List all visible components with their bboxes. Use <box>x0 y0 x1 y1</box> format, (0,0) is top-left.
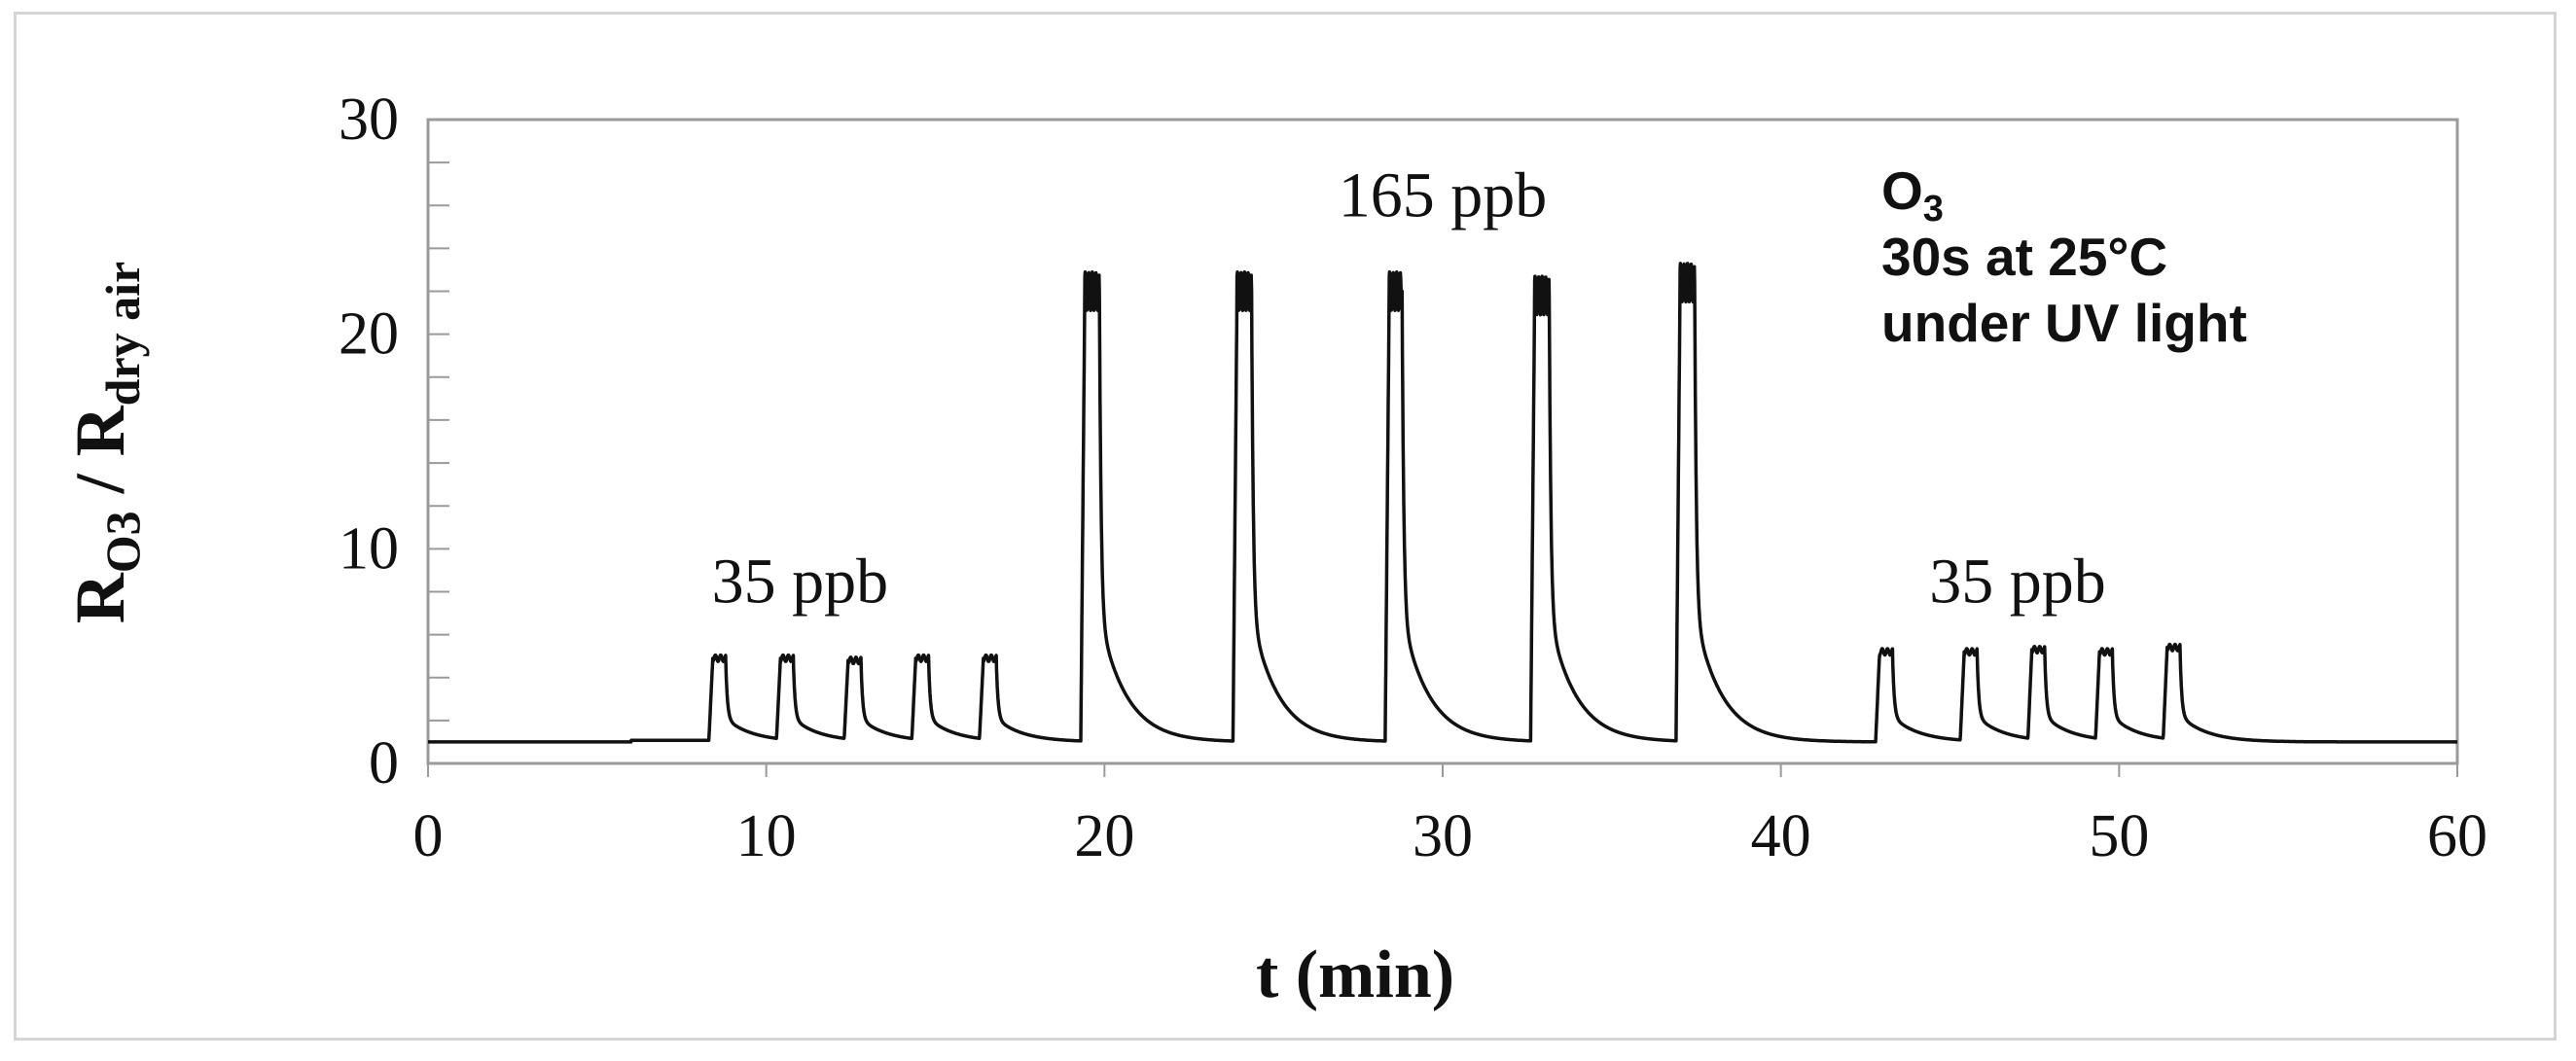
x-axis-label: t (min) <box>1256 937 1454 1012</box>
y-tick-label: 10 <box>339 515 399 582</box>
annotation-label: 165 ppb <box>1339 159 1548 230</box>
x-tick-label: 20 <box>1074 803 1134 869</box>
x-tick-label: 50 <box>2089 803 2149 869</box>
x-axis-tick-labels: 0 10 20 30 40 50 60 <box>413 763 2487 869</box>
annotation-label: 35 ppb <box>712 547 889 618</box>
concentration-annotations: 35 ppb 165 ppb 35 ppb <box>712 159 2106 617</box>
annotation-label: 35 ppb <box>1929 547 2106 618</box>
y-tick-label: 0 <box>369 730 399 796</box>
x-tick-label: 10 <box>736 803 797 869</box>
y-axis-tick-labels: 0 10 20 30 <box>339 87 399 796</box>
x-tick-label: 40 <box>1751 803 1811 869</box>
legend-gas: O3 <box>1881 160 1944 230</box>
legend-condition: 30s at 25°C <box>1881 227 2167 287</box>
y-tick-label: 20 <box>339 301 399 368</box>
y-axis-minor-ticks <box>428 119 449 764</box>
x-tick-label: 30 <box>1413 803 1473 869</box>
x-tick-label: 60 <box>2427 803 2487 869</box>
legend-light: under UV light <box>1881 293 2247 353</box>
response-series-line <box>426 262 2459 744</box>
x-tick-label: 0 <box>413 803 444 869</box>
y-axis-label: RO3 / Rdry air <box>61 262 150 624</box>
y-tick-label: 30 <box>339 87 399 153</box>
chart-frame: 0 10 20 30 0 10 20 30 40 50 60 35 ppb 165 ppb 35 pp… <box>14 12 2557 1041</box>
